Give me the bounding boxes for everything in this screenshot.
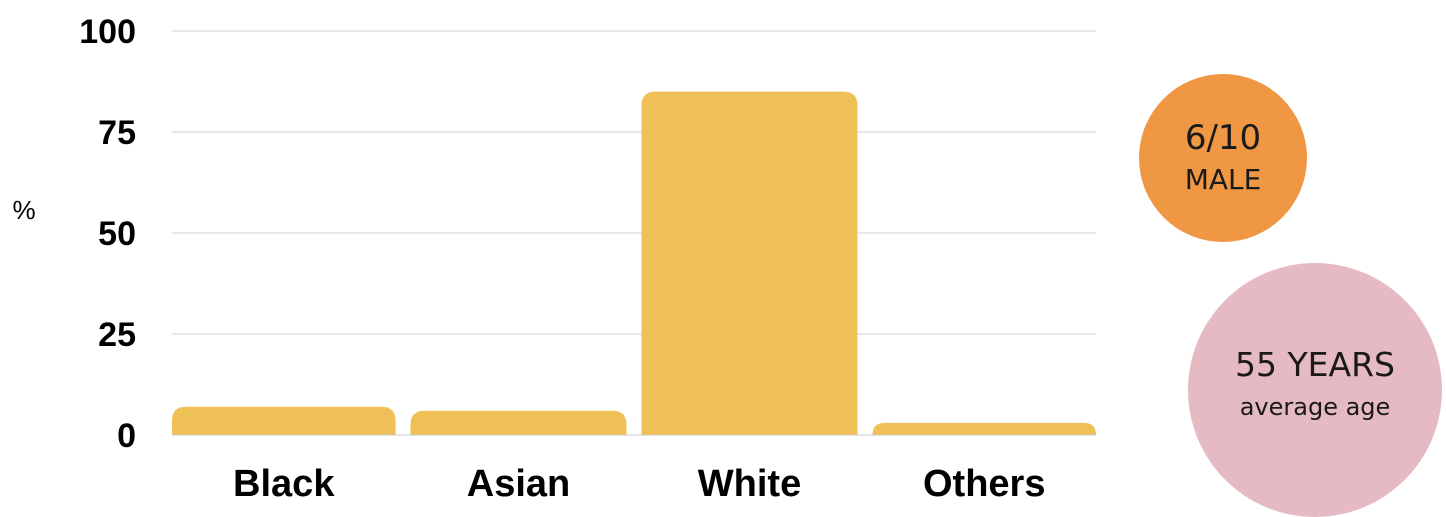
average-age-value: 55 YEARS [1235, 345, 1395, 384]
bar-chart: 0 25 50 75 100% Black Asian White Others [12, 13, 1096, 503]
y-axis-label: % [12, 195, 35, 225]
x-tick-label: Black [233, 463, 335, 503]
x-tick-label: White [698, 463, 801, 503]
bar-white [641, 91, 858, 435]
average-age-badge: 55 YEARS average age [1188, 263, 1442, 517]
bar-others [872, 422, 1096, 435]
y-tick-label: 25 [98, 316, 136, 354]
male-ratio-label: MALE [1184, 163, 1262, 196]
male-ratio-badge: 6/10 MALE [1139, 74, 1307, 242]
y-tick-label: 0 [117, 417, 136, 455]
average-age-label: average age [1239, 393, 1391, 421]
y-tick-label: 75 [98, 114, 136, 152]
male-ratio-value: 6/10 [1184, 118, 1262, 158]
bar-asian [410, 410, 627, 435]
y-tick-label: 50 [98, 215, 136, 253]
x-tick-label: Asian [467, 463, 570, 503]
y-tick-label: 100 [79, 13, 136, 51]
bar-black [172, 406, 396, 435]
x-tick-label: Others [923, 463, 1045, 503]
